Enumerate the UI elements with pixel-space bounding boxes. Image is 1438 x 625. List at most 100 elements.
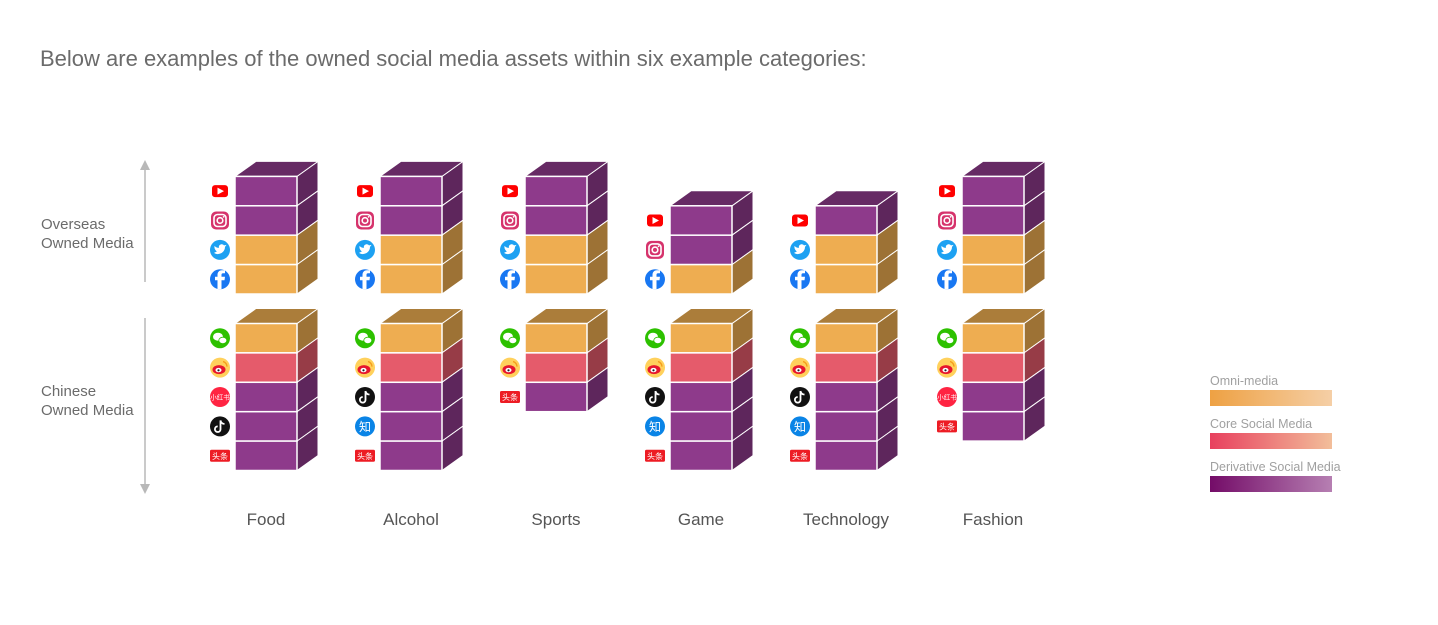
youtube-icon <box>792 214 808 227</box>
alcohol-chinese-block-derivative <box>379 381 443 413</box>
legend-label-derivative: Derivative Social Media <box>1210 460 1341 474</box>
game-overseas-block-derivative <box>669 205 733 236</box>
wechat-icon <box>210 328 230 349</box>
weibo-icon-eye <box>944 369 947 372</box>
sports-overseas-block-derivative <box>524 205 588 236</box>
food-chinese-block-derivative <box>234 381 298 413</box>
wechat-icon-bubble-right <box>798 336 808 344</box>
food-overseas-block-omni <box>234 263 298 295</box>
toutiao-icon-text: 头条 <box>502 392 518 402</box>
sports-overseas-block-omni <box>524 263 588 295</box>
legend-label-omni: Omni-media <box>1210 374 1279 388</box>
alcohol-chinese-block-derivative <box>379 440 443 472</box>
category-label-technology: Technology <box>803 510 890 529</box>
game-chinese-stack: 知头条 <box>645 307 755 472</box>
weibo-icon-eye <box>217 369 220 372</box>
category-label-food: Food <box>247 510 286 529</box>
zhihu-icon: 知 <box>645 416 665 437</box>
wechat-icon-bubble-right <box>363 336 373 344</box>
xiaohongshu-icon-text: 小红书 <box>937 393 957 402</box>
category-sports: 头条 Sports <box>500 160 610 529</box>
weibo-icon-eye <box>362 369 365 372</box>
chinese-axis-label: Chinese Owned Media <box>41 382 134 420</box>
facebook-icon <box>355 269 375 290</box>
twitter-icon-bird <box>504 244 517 255</box>
overseas-axis-arrow <box>140 160 150 282</box>
food-chinese-block-derivative <box>234 410 298 442</box>
toutiao-icon-bg <box>937 420 957 433</box>
technology-chinese-block-omni <box>814 322 878 354</box>
youtube-icon <box>502 185 518 198</box>
weibo-icon-signal <box>367 360 373 367</box>
xiaohongshu-icon-bg <box>937 387 957 407</box>
weibo-icon <box>645 357 665 378</box>
instagram-icon-frame <box>213 213 227 228</box>
facebook-icon <box>937 269 957 290</box>
instagram-icon-bg <box>356 211 374 230</box>
category-technology: 知头条 Technology <box>790 189 900 529</box>
wechat-icon <box>355 328 375 349</box>
overseas-axis-label-line2: Owned Media <box>41 235 134 252</box>
toutiao-icon-text: 头条 <box>212 451 228 461</box>
sports-chinese-block-omni <box>524 322 588 354</box>
weibo-icon-signal <box>802 360 808 367</box>
zhihu-icon: 知 <box>355 416 375 437</box>
facebook-icon <box>500 269 520 290</box>
category-label-game: Game <box>678 510 724 529</box>
instagram-icon-bg <box>938 211 956 230</box>
technology-chinese-stack: 知头条 <box>790 307 900 472</box>
instagram-icon <box>938 211 956 230</box>
technology-overseas-block-omni <box>814 263 878 295</box>
chinese-axis-label-line2: Owned Media <box>41 402 134 419</box>
food-chinese-block-core <box>234 352 298 384</box>
youtube-icon-play <box>362 187 369 195</box>
youtube-icon-play <box>797 217 804 224</box>
tiktok-icon-note <box>214 420 225 433</box>
food-overseas-block-derivative <box>234 175 298 207</box>
twitter-icon <box>937 239 957 260</box>
toutiao-icon: 头条 <box>790 449 810 462</box>
game-chinese-block-derivative <box>669 410 733 442</box>
fashion-overseas-block-derivative <box>961 175 1025 207</box>
twitter-icon-bird <box>794 244 807 255</box>
wechat-icon <box>937 328 957 349</box>
zhihu-icon-text: 知 <box>794 420 806 434</box>
twitter-icon <box>355 239 375 260</box>
twitter-icon <box>790 239 810 260</box>
instagram-icon-dot <box>657 245 660 248</box>
tiktok-icon <box>645 387 665 407</box>
tiktok-icon-note <box>649 390 660 404</box>
weibo-icon <box>790 357 810 378</box>
technology-chinese-block-core <box>814 352 878 384</box>
toutiao-icon: 头条 <box>210 449 230 462</box>
fashion-overseas-block-derivative <box>961 205 1025 236</box>
game-chinese-block-omni <box>669 322 733 354</box>
technology-chinese-block-derivative <box>814 440 878 472</box>
page-title: Below are examples of the owned social m… <box>40 46 867 71</box>
zhihu-icon-bg <box>790 416 810 437</box>
wechat-icon-bubble-right <box>653 336 663 344</box>
facebook-icon <box>645 269 665 290</box>
alcohol-overseas-block-derivative <box>379 205 443 236</box>
food-overseas-block-derivative <box>234 205 298 236</box>
toutiao-icon-text: 头条 <box>792 451 808 461</box>
twitter-icon <box>500 239 520 260</box>
wechat-icon <box>790 328 810 349</box>
instagram-icon-frame <box>358 213 372 228</box>
alcohol-overseas-block-derivative <box>379 175 443 207</box>
toutiao-icon-bg <box>790 449 810 462</box>
technology-chinese-block-derivative <box>814 381 878 413</box>
instagram-icon-lens <box>651 246 659 254</box>
overseas-axis-label: Overseas Owned Media <box>41 215 134 253</box>
youtube-icon <box>647 214 663 227</box>
legend-label-core: Core Social Media <box>1210 417 1313 431</box>
sports-overseas-block-omni <box>524 234 588 266</box>
legend-item-derivative: Derivative Social Media <box>1210 460 1341 492</box>
legend-item-omni: Omni-media <box>1210 374 1335 406</box>
instagram-icon-frame <box>503 213 517 228</box>
chinese-axis-label-line1: Chinese <box>41 383 97 400</box>
food-overseas-stack <box>210 160 320 295</box>
alcohol-overseas-block-omni <box>379 234 443 266</box>
